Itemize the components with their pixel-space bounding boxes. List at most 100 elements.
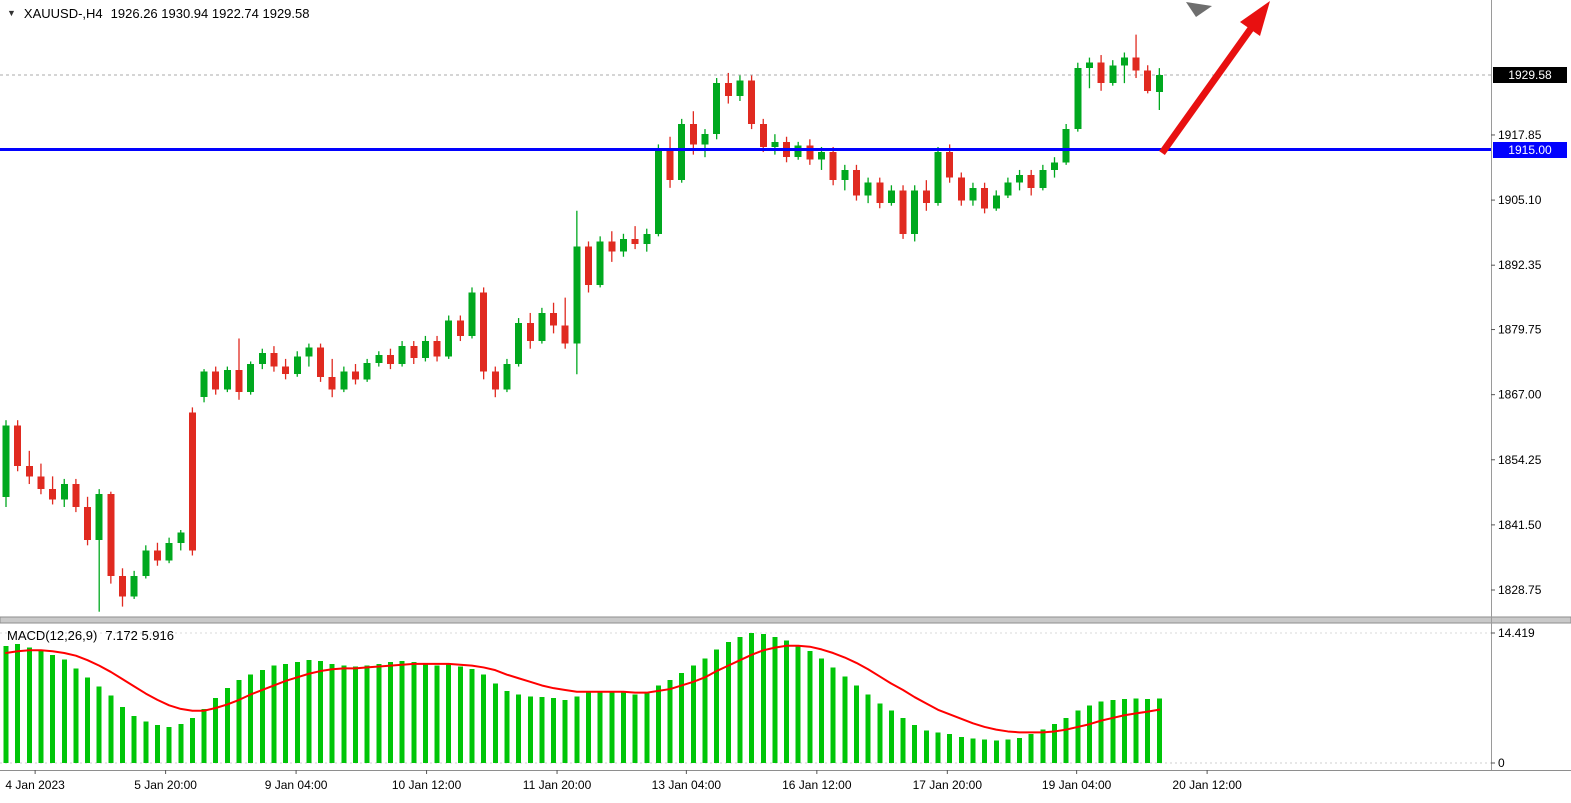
candle <box>1039 164 1047 191</box>
time-axis-label: 11 Jan 20:00 <box>523 778 592 792</box>
candle <box>95 489 103 612</box>
macd-header: MACD(12,26,9) 7.172 5.916 <box>7 628 174 643</box>
candle <box>561 297 569 349</box>
time-axis-label: 17 Jan 20:00 <box>913 778 983 792</box>
macd-histogram-bar <box>1075 710 1081 763</box>
candles-layer <box>2 34 1163 612</box>
candle <box>37 463 45 495</box>
macd-histogram-bar <box>888 710 894 763</box>
candle <box>585 241 592 293</box>
candle <box>2 420 10 508</box>
candle <box>165 537 173 564</box>
price-axis-label: 1867.00 <box>1498 388 1542 402</box>
macd-histogram-bar <box>737 636 743 763</box>
candle <box>410 341 418 365</box>
macd-histogram-bar <box>516 694 522 763</box>
macd-signal-line <box>5 644 1161 734</box>
price-axis[interactable]: 1917.85 1905.10 1892.35 1879.75 1867.00 1854.… <box>1491 128 1542 597</box>
macd-histogram-bar <box>749 633 755 763</box>
candle <box>829 146 837 186</box>
trend-arrow[interactable] <box>1159 1 1270 156</box>
candle <box>491 366 499 398</box>
candle <box>1097 55 1105 91</box>
current-price-tag: 1929.58 <box>1493 67 1567 84</box>
symbol-dropdown-icon[interactable]: ▼ <box>7 8 16 18</box>
macd-histogram-bar <box>527 696 533 763</box>
candle <box>887 185 895 206</box>
candle <box>1074 62 1082 132</box>
macd-histogram-bar <box>120 707 125 763</box>
macd-histogram-bar <box>457 666 463 763</box>
candle <box>1085 57 1093 89</box>
candle <box>515 318 523 367</box>
macd-histogram-bar <box>481 674 487 763</box>
candle <box>666 136 674 188</box>
candle <box>352 364 359 385</box>
macd-histogram-bar <box>1098 701 1104 763</box>
macd-histogram-bar <box>224 688 230 763</box>
macd-histogram-bar <box>73 668 79 763</box>
macd-histogram-bar <box>853 685 859 763</box>
hline-price-tag: 1915.00 <box>1493 141 1567 158</box>
macd-histogram-bar <box>551 698 557 763</box>
macd-histogram-bar <box>143 721 149 763</box>
candle <box>573 210 581 375</box>
macd-histogram-bar <box>364 665 370 763</box>
price-axis-label: 1841.50 <box>1498 518 1542 532</box>
macd-values: 7.172 5.916 <box>105 628 174 643</box>
macd-histogram-bar <box>877 703 883 763</box>
candle <box>153 542 161 566</box>
macd-histogram-bar <box>422 663 428 763</box>
macd-histogram-bar <box>189 717 195 763</box>
macd-histogram-bar <box>1121 698 1127 763</box>
macd-histogram-bar <box>702 658 708 763</box>
time-axis-label: 20 Jan 12:00 <box>1172 778 1242 792</box>
candle <box>701 129 709 158</box>
pane-separator[interactable] <box>0 616 1571 624</box>
macd-histogram-bar <box>784 640 790 763</box>
candle <box>643 228 651 252</box>
price-axis-label: 1905.10 <box>1498 193 1542 207</box>
macd-histogram-bar <box>632 694 638 763</box>
candle <box>771 134 779 155</box>
macd-histogram-bar <box>1005 739 1011 763</box>
candle <box>375 351 383 367</box>
macd-histogram-bar <box>469 669 475 763</box>
candle <box>340 366 348 393</box>
macd-histogram-bar <box>26 647 32 763</box>
macd-histogram-bar <box>772 636 778 763</box>
candle <box>1132 34 1140 79</box>
candle <box>247 361 255 395</box>
candle <box>433 335 441 362</box>
candle <box>1109 60 1117 86</box>
macd-histogram-bar <box>912 725 918 763</box>
candle <box>992 190 1000 211</box>
candle <box>188 407 196 556</box>
time-axis-label: 5 Jan 20:00 <box>134 778 197 792</box>
candle <box>899 185 907 239</box>
macd-histogram-bar <box>329 663 335 763</box>
time-axis[interactable]: 4 Jan 2023 5 Jan 20:00 9 Jan 04:00 10 Jan 1… <box>5 770 1242 792</box>
macd-histogram-bar <box>131 716 137 763</box>
candle <box>526 312 534 349</box>
candle <box>445 315 453 359</box>
macd-histogram-bar <box>446 663 452 763</box>
candle <box>759 118 767 153</box>
candle <box>317 343 325 382</box>
candle <box>922 180 930 211</box>
macd-label: MACD(12,26,9) <box>7 628 98 643</box>
cursor-arrow <box>1186 2 1212 17</box>
macd-histogram-bar <box>504 690 510 763</box>
macd-histogram-bar <box>958 736 964 763</box>
macd-histogram-bar <box>387 662 393 763</box>
candle <box>421 335 429 362</box>
price-axis-label: 1854.25 <box>1498 453 1542 467</box>
candle <box>258 348 266 370</box>
candle <box>689 111 697 155</box>
candle <box>212 366 220 395</box>
macd-histogram-bar <box>714 649 720 763</box>
ohlc-header: ▼ XAUUSD-,H4 1926.26 1930.94 1922.74 192… <box>7 6 309 21</box>
macd-axis[interactable]: 14.419 0 <box>1491 626 1535 770</box>
